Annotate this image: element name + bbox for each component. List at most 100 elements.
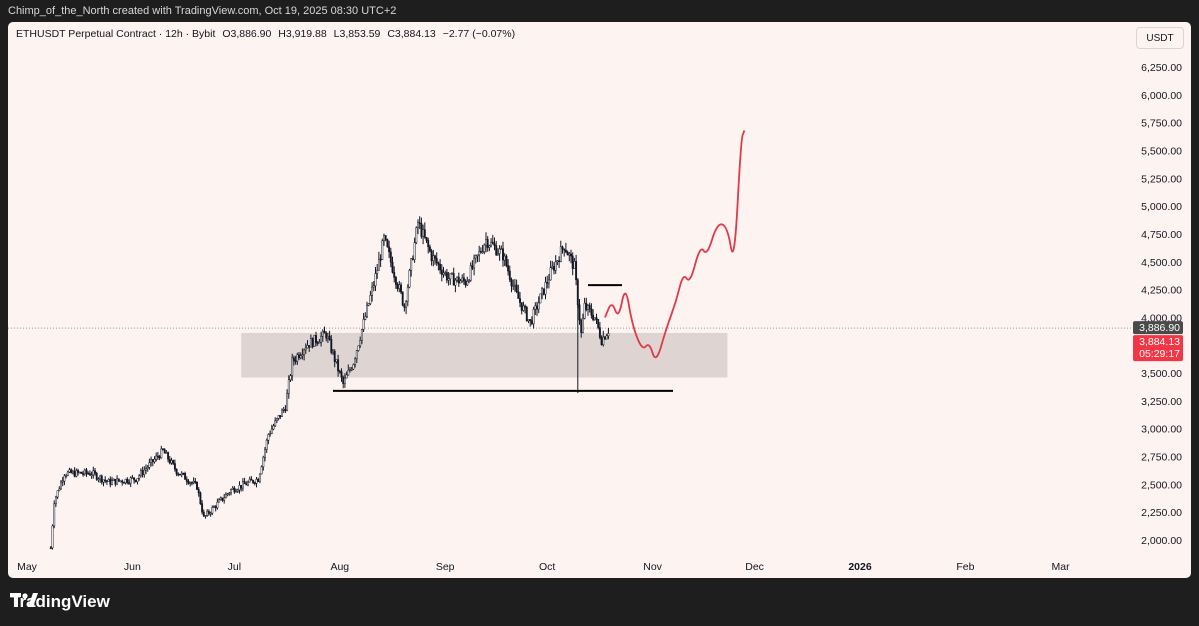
candle-body — [287, 379, 290, 394]
tradingview-branding[interactable]: TradingView — [10, 592, 110, 612]
candle-body — [325, 333, 328, 339]
candle-body — [75, 470, 78, 477]
candle-body — [206, 511, 209, 516]
candle-body — [267, 434, 270, 441]
candle-body — [461, 277, 464, 282]
candle-body — [534, 305, 537, 310]
candle-body — [491, 241, 494, 245]
candle-body — [213, 506, 215, 508]
candle-body — [70, 469, 73, 474]
candle-body — [530, 320, 533, 325]
current-price-text: 3,884.13 — [1139, 336, 1180, 348]
candle-body — [490, 241, 493, 247]
candle-body — [483, 244, 486, 252]
candle-body — [335, 359, 338, 362]
candle-body — [360, 329, 363, 341]
candle-body — [396, 284, 399, 289]
candle-body — [338, 370, 341, 373]
y-tick-label: 5,000.00 — [1141, 201, 1182, 213]
candle-body — [451, 273, 453, 275]
candle-body — [99, 475, 102, 480]
candle-body — [476, 254, 479, 257]
candle-body — [413, 242, 416, 260]
candle-body — [265, 440, 268, 450]
candle-body — [517, 291, 520, 299]
x-tick-label: Sep — [436, 561, 455, 573]
candle-body — [318, 341, 321, 344]
price-chart[interactable]: 2,000.00 2,250.00 2,500.00 2,750.00 3,000.00… — [8, 22, 1191, 578]
y-tick-label: 6,250.00 — [1141, 62, 1182, 74]
candle-body — [595, 317, 598, 320]
candle-body — [383, 235, 385, 241]
x-tick-label: 2026 — [848, 561, 872, 573]
candle-body — [449, 273, 452, 280]
x-tick-label: Mar — [1052, 561, 1071, 573]
candle-body — [90, 474, 93, 477]
symbol-name: ETHUSDT Perpetual Contract · 12h · Bybit — [16, 28, 216, 40]
candle-body — [153, 458, 156, 463]
candle-body — [196, 481, 198, 490]
candle-body — [328, 336, 331, 340]
y-tick-label: 3,250.00 — [1141, 396, 1182, 408]
candle-body — [238, 485, 241, 491]
candle-body — [194, 481, 197, 483]
candle-body — [440, 269, 443, 275]
candle-body — [272, 425, 275, 430]
candle-body — [354, 358, 357, 365]
candle-body — [172, 460, 175, 464]
candle-body — [447, 278, 450, 281]
candle-body — [282, 409, 285, 411]
candle-body — [340, 371, 343, 378]
candle-body — [532, 309, 535, 325]
candle-body — [503, 255, 506, 261]
candle-body — [199, 492, 202, 504]
candle-body — [391, 261, 394, 273]
candle-body — [275, 418, 278, 422]
candle-body — [260, 466, 263, 475]
chart-panel[interactable]: 2,000.00 2,250.00 2,500.00 2,750.00 3,000.00… — [8, 22, 1191, 578]
y-tick-label: 2,250.00 — [1141, 507, 1182, 519]
candle-body — [95, 472, 98, 480]
candle-body — [411, 258, 414, 260]
candle-body — [386, 239, 389, 248]
candle-body — [468, 280, 470, 282]
ohlc-high: H3,919.88 — [278, 28, 327, 40]
candle-body — [274, 420, 277, 427]
candle-body — [377, 258, 380, 271]
candle-body — [389, 251, 392, 263]
candle-body — [97, 478, 100, 481]
candle-body — [51, 525, 54, 549]
candle-body — [321, 330, 324, 337]
candle-body — [122, 482, 125, 484]
candle-body — [604, 336, 606, 340]
candle-body — [592, 314, 595, 320]
candle-body — [471, 265, 474, 269]
y-tick-label: 5,500.00 — [1141, 145, 1182, 157]
candle-body — [304, 347, 307, 351]
candle-body — [146, 466, 149, 469]
candle-body — [119, 480, 122, 482]
candle-body — [366, 305, 368, 317]
y-tick-label: 3,500.00 — [1141, 368, 1182, 380]
candle-body — [68, 469, 71, 473]
candle-body — [541, 288, 544, 295]
candle-body — [575, 261, 578, 281]
candle-body — [542, 288, 545, 295]
candle-body — [544, 281, 547, 295]
candle-body — [315, 335, 317, 343]
y-tick-label: 5,250.00 — [1141, 173, 1182, 185]
candle-body — [209, 512, 212, 515]
candle-body — [94, 470, 96, 474]
candle-body — [66, 471, 69, 476]
candle-body — [478, 251, 481, 256]
currency-button[interactable]: USDT — [1136, 27, 1184, 49]
candle-body — [214, 506, 217, 509]
candle-body — [410, 258, 413, 271]
candle-body — [362, 318, 365, 330]
ohlc-close: C3,884.13 — [387, 28, 436, 40]
candle-body — [554, 261, 557, 271]
candle-body — [469, 265, 472, 281]
candle-body — [223, 497, 226, 501]
candle-body — [486, 239, 489, 248]
chart-attribution: Chimp_of_the_North created with TradingV… — [8, 5, 397, 17]
